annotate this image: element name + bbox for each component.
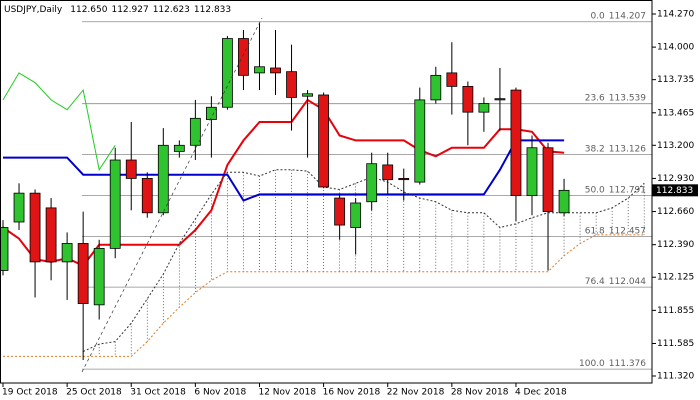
fib-price: 113.539 <box>609 93 646 103</box>
candle-body <box>77 243 89 305</box>
y-tick-label: 111.585 <box>657 339 694 349</box>
indicator-line <box>3 234 645 357</box>
fib-ratio: 61.8 <box>585 226 605 236</box>
candle-body <box>29 192 41 263</box>
candle-body <box>494 98 506 101</box>
candle-body <box>302 93 313 97</box>
y-tick-label: 114.000 <box>657 43 694 53</box>
candle-body <box>558 189 570 214</box>
fib-price: 112.044 <box>609 277 646 287</box>
candle-body <box>109 159 121 249</box>
x-tick-label: 25 Oct 2018 <box>66 388 122 398</box>
fib-price: 114.207 <box>609 11 646 21</box>
candle-body <box>254 66 265 74</box>
candle-body <box>382 164 394 181</box>
candle-body <box>398 178 410 181</box>
y-tick-label: 111.855 <box>657 306 694 316</box>
candle-body <box>462 85 474 113</box>
fib-ratio: 76.4 <box>585 277 605 287</box>
y-tick-label: 112.660 <box>657 207 694 217</box>
x-tick-label: 6 Nov 2018 <box>194 388 246 398</box>
fib-label: 0.0 114.207 <box>590 11 646 21</box>
fib-price: 112.791 <box>609 185 646 195</box>
x-tick-label: 28 Nov 2018 <box>451 388 509 398</box>
fib-ratio: 50.0 <box>585 185 605 195</box>
fib-label: 23.6 113.539 <box>585 93 647 103</box>
indicator-line <box>2 72 116 172</box>
fib-ratio: 38.2 <box>585 144 605 154</box>
candle-body <box>350 202 362 228</box>
x-tick-label: 19 Oct 2018 <box>2 388 58 398</box>
candle-body <box>238 38 249 76</box>
indicator-line <box>3 139 565 202</box>
fib-label: 38.2 113.126 <box>585 144 647 154</box>
fib-ratio: 100.0 <box>579 359 605 369</box>
plot-area: 0.0 114.207 23.6 113.539 38.2 113.126 50.0 112.… <box>0 11 652 370</box>
ohlc-low: 112.623 <box>153 5 190 15</box>
indicator-line <box>82 169 645 352</box>
candle-body <box>13 192 25 223</box>
candle-body <box>286 71 297 98</box>
y-tick-label: 112.390 <box>657 240 694 250</box>
trendline <box>81 17 263 373</box>
fib-ratio: 0.0 <box>590 11 605 21</box>
fib-label: 100.0 111.376 <box>579 359 646 369</box>
candle-body <box>61 243 73 263</box>
y-tick-label: 113.465 <box>657 108 694 118</box>
price-marker <box>652 184 698 197</box>
candle-body <box>141 178 153 214</box>
candle-body <box>478 103 490 113</box>
x-tick-label: 12 Nov 2018 <box>258 388 316 398</box>
x-tick-label: 16 Nov 2018 <box>323 388 381 398</box>
symbol: USDJPY,Daily <box>4 5 63 15</box>
y-tick-label: 112.930 <box>657 174 694 184</box>
ohlc-open: 112.650 <box>70 5 107 15</box>
candle-body <box>542 147 554 212</box>
candle-body <box>222 38 233 108</box>
fib-ratio: 23.6 <box>585 93 605 103</box>
y-tick-label: 114.270 <box>657 9 694 19</box>
fib-label: 50.0 112.791 <box>585 185 646 195</box>
candle-body <box>125 159 137 179</box>
x-tick-label: 4 Dec 2018 <box>515 388 567 398</box>
candle-body <box>189 117 201 146</box>
candle-body <box>334 197 346 226</box>
candle-body <box>430 74 442 101</box>
y-tick-label: 111.320 <box>657 372 694 382</box>
candle-body <box>318 94 330 188</box>
header: USDJPY,Daily 112.650 112.927 112.623 112.833 <box>4 5 231 15</box>
candle-body <box>270 67 281 74</box>
candle-body <box>93 247 105 306</box>
ohlc-high: 112.927 <box>111 5 148 15</box>
fib-label: 76.4 112.044 <box>585 277 647 287</box>
x-tick-label: 22 Nov 2018 <box>387 388 445 398</box>
candle-body <box>414 99 426 183</box>
y-tick-label: 113.200 <box>657 141 694 151</box>
candle-body <box>173 144 185 152</box>
candle-body <box>157 144 169 214</box>
candle-body <box>526 147 538 197</box>
fib-price: 112.457 <box>609 226 646 236</box>
candle-body <box>510 89 522 197</box>
y-tick-label: 113.735 <box>657 75 694 85</box>
candle-body <box>0 227 9 271</box>
candle-body <box>366 163 378 203</box>
fib-label: 61.8 112.457 <box>585 226 646 236</box>
fib-price: 113.126 <box>609 144 646 154</box>
fib-price: 111.376 <box>609 359 646 369</box>
ohlc-close: 112.833 <box>194 5 231 15</box>
x-tick-label: 31 Oct 2018 <box>130 388 186 398</box>
y-tick-label: 112.125 <box>657 273 694 283</box>
candle-body <box>446 72 458 87</box>
candle-body <box>205 106 217 120</box>
candle-body <box>45 207 57 263</box>
price-marker-label: 112.833 <box>656 186 693 196</box>
